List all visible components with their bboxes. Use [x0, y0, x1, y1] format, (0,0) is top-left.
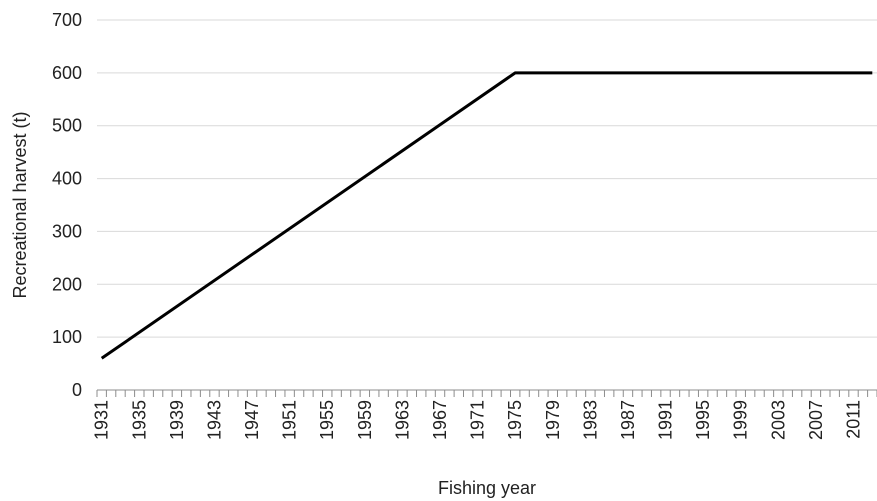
x-tick-label-1955: 1955	[317, 400, 337, 440]
x-tick-label-1995: 1995	[693, 400, 713, 440]
x-tick-label-1975: 1975	[505, 400, 525, 440]
x-tick-label-1979: 1979	[543, 400, 563, 440]
x-axis-ticks: 1931 1935 1939 1943 1947 1951 1955 1959 1963 1967…	[92, 390, 877, 440]
x-tick-label-1999: 1999	[731, 400, 751, 440]
gridlines	[97, 19, 877, 338]
x-tick-label-1967: 1967	[430, 400, 450, 440]
x-tick-label-1939: 1939	[167, 400, 187, 440]
x-tick-label-2003: 2003	[768, 400, 788, 440]
x-tick-label-1991: 1991	[656, 400, 676, 440]
x-tick-label-2007: 2007	[806, 400, 826, 440]
y-axis-tick-labels: 0 100 200 300 400 500 600 700	[52, 10, 82, 400]
y-tick-label-200: 200	[52, 274, 82, 294]
y-tick-label-100: 100	[52, 327, 82, 347]
x-tick-label-1983: 1983	[580, 400, 600, 440]
x-axis-title: Fishing year	[438, 478, 536, 498]
x-tick-label-1943: 1943	[204, 400, 224, 440]
y-tick-label-300: 300	[52, 221, 82, 241]
y-tick-label-600: 600	[52, 63, 82, 83]
y-tick-label-400: 400	[52, 169, 82, 189]
x-tick-label-1931: 1931	[92, 400, 112, 440]
x-tick-label-1935: 1935	[129, 400, 149, 440]
x-tick-label-2011: 2011	[844, 400, 864, 439]
series-line	[100, 71, 873, 360]
x-tick-label-1951: 1951	[280, 400, 300, 440]
y-axis-title: Recreational harvest (t)	[10, 111, 30, 298]
y-tick-label-700: 700	[52, 10, 82, 30]
x-tick-label-1947: 1947	[242, 400, 262, 440]
x-tick-label-1971: 1971	[468, 400, 488, 440]
x-tick-label-1963: 1963	[392, 400, 412, 440]
y-tick-label-0: 0	[72, 380, 82, 400]
x-tick-label-1987: 1987	[618, 400, 638, 440]
y-tick-label-500: 500	[52, 116, 82, 136]
x-tick-label-1959: 1959	[355, 400, 375, 440]
